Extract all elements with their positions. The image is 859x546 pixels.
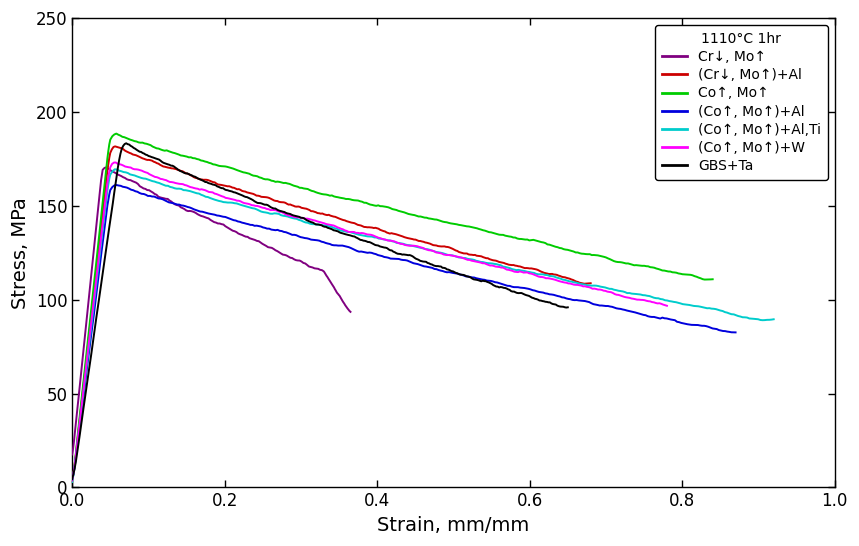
Y-axis label: Stress, MPa: Stress, MPa	[11, 197, 30, 308]
Legend: Cr↓, Mo↑, (Cr↓, Mo↑)+Al, Co↑, Mo↑, (Co↑, Mo↑)+Al, (Co↑, Mo↑)+Al,Ti, (Co↑, Mo↑)+W: Cr↓, Mo↑, (Cr↓, Mo↑)+Al, Co↑, Mo↑, (Co↑,…	[655, 25, 828, 180]
X-axis label: Strain, mm/mm: Strain, mm/mm	[377, 516, 529, 535]
